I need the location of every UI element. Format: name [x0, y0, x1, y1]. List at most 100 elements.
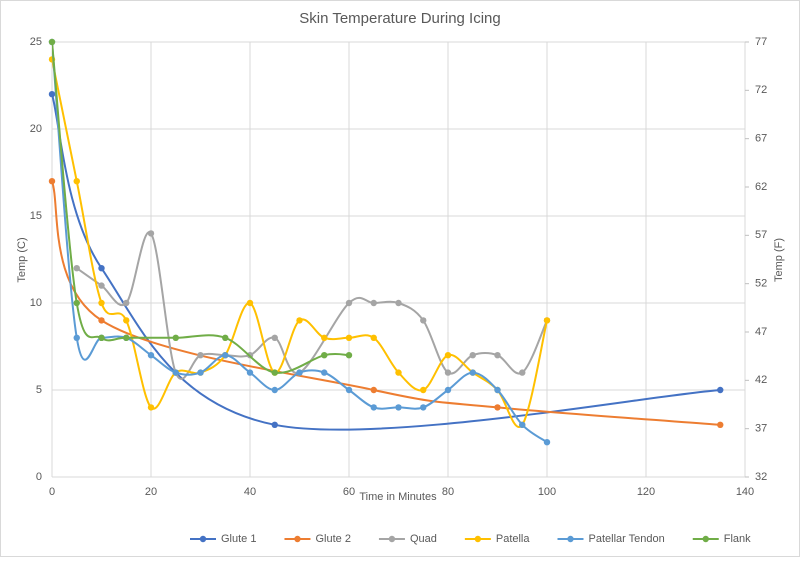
y-axis-label: Temp (C)	[16, 237, 28, 282]
y2-tick-label: 37	[755, 423, 767, 435]
data-point	[296, 317, 303, 324]
legend-item: Patella	[464, 533, 531, 545]
data-point	[48, 91, 56, 98]
y2-tick-label: 32	[755, 471, 767, 483]
data-point	[321, 334, 328, 341]
x-tick-label: 20	[145, 486, 157, 498]
data-point	[469, 369, 476, 376]
data-point	[123, 299, 130, 307]
y-tick-label: 25	[30, 36, 42, 48]
data-point	[494, 386, 501, 394]
x-tick-label: 0	[49, 486, 55, 498]
series-line	[52, 93, 721, 431]
series-line	[52, 41, 548, 444]
y2-tick-label: 67	[755, 133, 767, 145]
data-point	[321, 352, 328, 359]
data-point	[717, 421, 724, 428]
x-tick-label: 80	[442, 486, 454, 498]
data-point	[147, 352, 155, 359]
data-point	[123, 334, 130, 341]
y2-tick-label: 57	[755, 229, 767, 241]
data-point	[73, 299, 80, 307]
x-tick-label: 60	[343, 486, 355, 498]
data-point	[420, 317, 427, 324]
data-point	[172, 334, 179, 341]
data-point	[197, 352, 204, 359]
legend-label: Flank	[724, 533, 751, 545]
data-point	[296, 369, 303, 376]
legend-marker	[294, 535, 301, 543]
data-point	[48, 38, 56, 46]
data-point	[345, 334, 353, 341]
data-point	[222, 334, 229, 341]
data-point	[73, 265, 80, 272]
data-point	[98, 317, 105, 324]
data-point	[345, 386, 353, 394]
data-point	[73, 334, 80, 341]
y-tick-label: 10	[30, 297, 42, 309]
x-tick-label: 140	[736, 486, 754, 498]
data-point	[172, 369, 179, 376]
data-point	[395, 299, 402, 307]
data-point	[98, 299, 105, 307]
data-point	[717, 386, 724, 394]
legend-marker	[702, 535, 709, 543]
data-point	[519, 421, 526, 428]
legend-label: Patella	[496, 533, 531, 545]
data-point	[271, 421, 278, 428]
data-point	[370, 299, 377, 307]
data-point	[197, 369, 204, 376]
data-point	[543, 439, 551, 446]
data-point	[345, 352, 353, 359]
data-point	[271, 369, 278, 376]
data-point	[519, 369, 526, 376]
data-point	[494, 404, 501, 411]
legend-item: Glute 1	[190, 533, 256, 545]
y2-tick-label: 77	[755, 36, 767, 48]
data-point	[420, 386, 427, 394]
data-point	[98, 334, 105, 341]
data-point	[395, 369, 402, 376]
data-point	[98, 265, 105, 272]
legend-item: Glute 2	[284, 533, 351, 545]
y-tick-label: 15	[30, 210, 42, 222]
y2-tick-label: 62	[755, 181, 767, 193]
data-point	[147, 230, 155, 237]
data-point	[370, 386, 377, 394]
data-point	[271, 386, 278, 394]
data-point	[370, 334, 377, 341]
data-point	[48, 178, 56, 185]
legend-item: Quad	[378, 533, 437, 545]
x-tick-label: 120	[637, 486, 655, 498]
legend-label: Glute 1	[221, 533, 256, 545]
data-point	[370, 404, 377, 411]
x-axis-label: Time in Minutes	[359, 491, 437, 503]
legend-item: Patellar Tendon	[557, 533, 665, 545]
data-point	[444, 352, 452, 359]
series-line	[52, 41, 350, 374]
data-point	[123, 317, 130, 324]
legend-marker	[388, 535, 396, 543]
y2-tick-label: 42	[755, 374, 767, 386]
legend-label: Patellar Tendon	[589, 533, 665, 545]
legend-label: Glute 2	[315, 533, 350, 545]
data-point	[98, 282, 105, 289]
y2-tick-label: 47	[755, 326, 767, 338]
data-point	[444, 386, 452, 394]
data-point	[222, 352, 229, 359]
data-point	[543, 317, 551, 324]
data-point	[73, 178, 80, 185]
legend-item: Flank	[692, 533, 751, 545]
data-point	[147, 404, 155, 411]
data-point	[345, 299, 353, 307]
data-point	[420, 404, 427, 411]
legend-marker	[199, 535, 207, 543]
legend-label: Quad	[410, 533, 437, 545]
legend-marker	[567, 535, 574, 543]
data-point	[395, 404, 402, 411]
data-point	[246, 369, 254, 376]
data-point	[494, 352, 501, 359]
data-point	[246, 299, 254, 307]
